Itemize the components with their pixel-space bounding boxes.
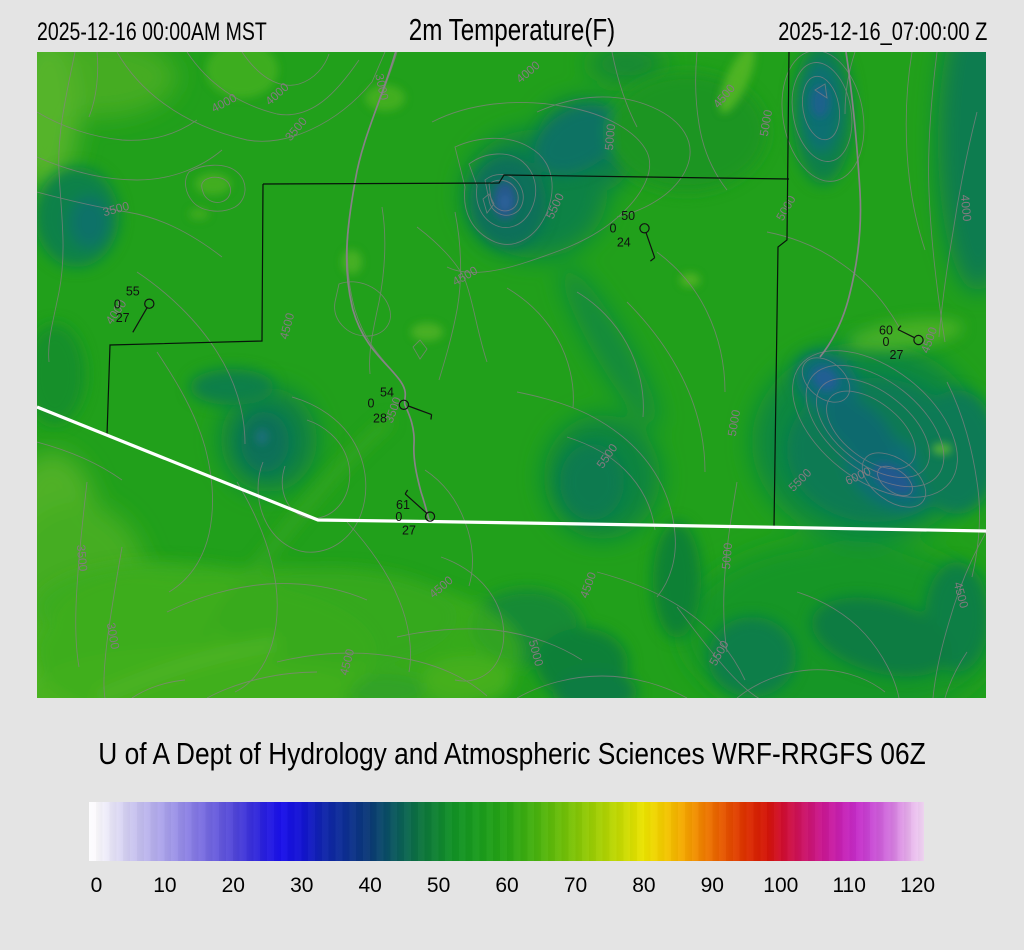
svg-text:0: 0 — [883, 335, 890, 349]
svg-text:4500: 4500 — [337, 647, 358, 677]
svg-text:0: 0 — [114, 297, 121, 311]
svg-text:3500: 3500 — [101, 199, 131, 220]
svg-text:5000: 5000 — [526, 638, 547, 668]
svg-text:5000: 5000 — [602, 123, 618, 151]
svg-text:3500: 3500 — [74, 544, 90, 572]
svg-text:27: 27 — [116, 311, 130, 325]
svg-text:54: 54 — [380, 386, 394, 400]
svg-text:0: 0 — [610, 222, 617, 236]
svg-text:4500: 4500 — [951, 580, 972, 610]
svg-text:28: 28 — [373, 412, 387, 426]
svg-text:27: 27 — [890, 348, 904, 362]
svg-text:3000: 3000 — [104, 622, 122, 651]
svg-text:24: 24 — [617, 235, 631, 249]
svg-text:5000: 5000 — [725, 408, 743, 437]
svg-text:0: 0 — [395, 510, 402, 524]
svg-text:5000: 5000 — [757, 108, 775, 137]
svg-text:27: 27 — [402, 524, 416, 538]
svg-text:61: 61 — [396, 498, 410, 512]
svg-text:0: 0 — [368, 396, 375, 410]
svg-text:4500: 4500 — [277, 311, 298, 341]
svg-text:4000: 4000 — [958, 194, 974, 222]
svg-text:50: 50 — [621, 209, 635, 223]
svg-text:5000: 5000 — [719, 542, 735, 570]
svg-text:55: 55 — [126, 285, 140, 299]
svg-text:60: 60 — [879, 324, 893, 338]
